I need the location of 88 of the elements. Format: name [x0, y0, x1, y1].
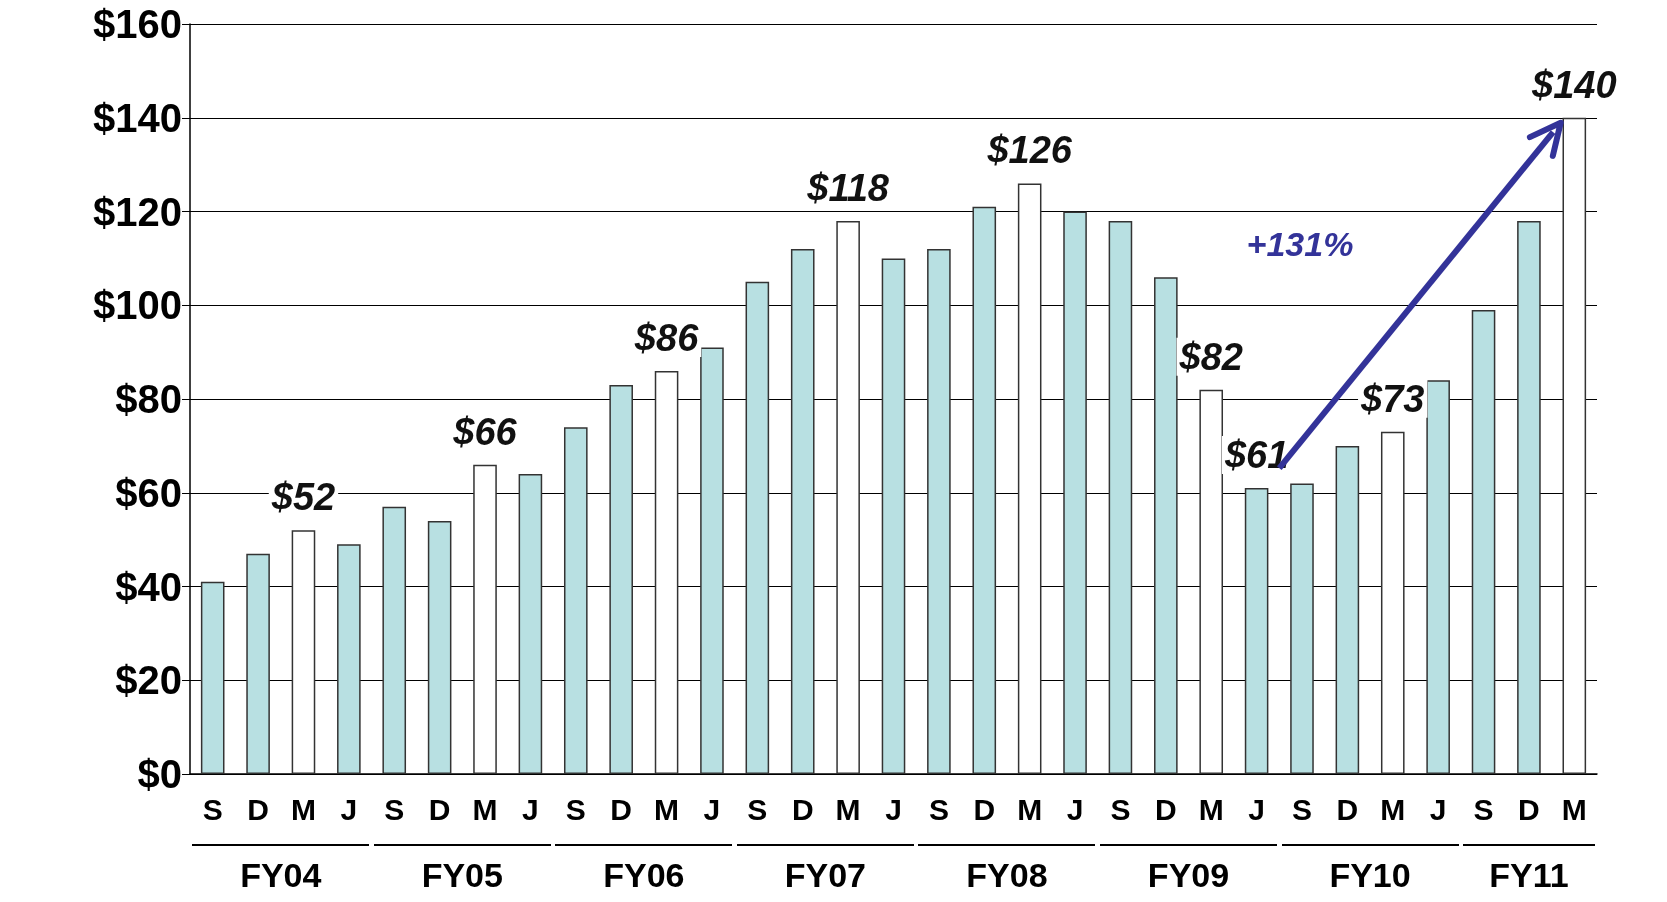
bar	[382, 506, 407, 774]
bar	[473, 464, 497, 774]
y-tick-label: $100	[93, 283, 182, 328]
bar	[972, 206, 997, 774]
y-tick-label: $120	[93, 189, 182, 234]
data-label: $66	[452, 410, 518, 453]
bar	[745, 281, 770, 774]
x-tick-label: D	[610, 792, 633, 826]
bar	[790, 249, 815, 774]
x-tick-label: M	[1561, 792, 1587, 826]
x-tick-label: M	[1380, 792, 1406, 826]
bar	[1471, 309, 1496, 774]
bar	[1244, 488, 1269, 774]
bar	[1335, 445, 1360, 774]
data-label: $126	[986, 129, 1073, 172]
text: FY07	[783, 856, 868, 895]
x-tick-label: S	[202, 792, 223, 826]
x-tick-label: M	[835, 792, 861, 826]
x-tick-label: J	[1248, 792, 1265, 826]
data-label: $82	[1178, 335, 1243, 378]
bar	[654, 370, 679, 774]
y-tick-label: $40	[115, 564, 182, 609]
text: FY11	[1488, 856, 1570, 895]
x-tick-label: S	[1291, 792, 1312, 826]
bar	[881, 258, 906, 774]
x-tick-label: M	[290, 792, 316, 826]
y-tick-label: $160	[93, 2, 182, 46]
bar	[1562, 117, 1587, 774]
data-label: $118	[806, 166, 890, 209]
y-tick-label: $80	[115, 377, 182, 421]
x-tick-label: J	[1066, 792, 1084, 826]
bar	[927, 249, 951, 774]
bar	[700, 347, 724, 774]
x-tick-label: S	[384, 792, 405, 826]
x-tick-label: D	[247, 792, 269, 826]
data-label: $73	[1360, 377, 1425, 420]
bar	[246, 553, 270, 774]
y-tick-label: $140	[93, 95, 182, 140]
x-tick-label: D	[1154, 792, 1177, 826]
annotation: +131%	[1229, 225, 1370, 265]
data-label: $61	[1223, 434, 1289, 477]
bar	[337, 544, 361, 774]
bar	[1108, 220, 1133, 774]
bar	[1063, 211, 1087, 774]
x-tick-label: D	[1336, 792, 1359, 826]
text: FY04	[239, 856, 323, 895]
bar	[1154, 277, 1178, 774]
x-tick-label: S	[747, 792, 768, 826]
y-tick-label: $60	[115, 470, 182, 515]
bar	[1426, 380, 1450, 774]
bar	[1380, 431, 1405, 774]
bar	[609, 384, 633, 774]
x-tick-label: J	[522, 792, 539, 826]
data-label: $86	[633, 316, 700, 359]
bar	[427, 520, 452, 774]
x-tick-label: S	[928, 792, 949, 826]
bar	[836, 220, 860, 774]
x-tick-label: D	[791, 792, 814, 826]
text: FY06	[602, 856, 686, 895]
x-tick-label: S	[1110, 792, 1131, 826]
x-tick-label: S	[1473, 792, 1494, 826]
x-tick-label: D	[973, 792, 996, 826]
x-tick-label: M	[472, 792, 498, 826]
x-tick-label: J	[703, 792, 721, 826]
bar	[1017, 183, 1042, 774]
x-tick-label: J	[885, 792, 902, 826]
bar	[200, 581, 225, 774]
x-tick-label: M	[1017, 792, 1043, 826]
x-tick-label: J	[340, 792, 358, 826]
x-tick-label: M	[654, 792, 680, 826]
text: FY09	[1146, 856, 1231, 895]
bar	[1290, 483, 1314, 774]
bar	[291, 530, 316, 774]
text: FY10	[1328, 856, 1412, 895]
x-tick-label: M	[1198, 792, 1224, 826]
text: FY05	[420, 856, 504, 895]
data-label: $52	[270, 476, 336, 519]
x-tick-label: D	[1518, 792, 1540, 826]
x-tick-label: S	[565, 792, 586, 826]
x-tick-label: J	[1429, 792, 1447, 826]
y-tick-label: $20	[115, 658, 182, 703]
y-tick-label: $0	[137, 752, 182, 796]
text: FY08	[965, 856, 1049, 895]
x-tick-label: D	[428, 792, 451, 826]
bar	[518, 474, 543, 774]
bar	[1517, 220, 1541, 774]
data-label: $140	[1531, 63, 1617, 106]
bar	[563, 427, 588, 774]
